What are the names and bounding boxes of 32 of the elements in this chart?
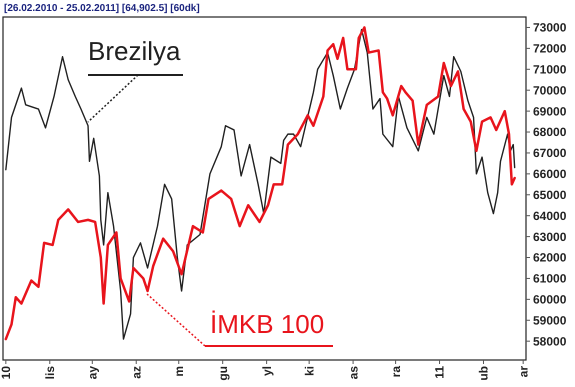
y-tick-label: 58000 — [533, 334, 567, 348]
x-tick-label: ay — [85, 366, 100, 380]
y-tick-label: 61000 — [533, 272, 567, 286]
x-tick-label: ub — [476, 366, 491, 381]
y-tick-label: 71000 — [533, 62, 567, 76]
x-tick-label: yl — [260, 366, 274, 376]
x-tick-label: ki — [302, 366, 316, 376]
x-tick-label: as — [346, 366, 360, 380]
y-tick-label: 68000 — [533, 125, 567, 140]
x-tick-label: ra — [388, 366, 403, 378]
y-tick-label: 60000 — [533, 292, 567, 307]
x-tick-label: ar — [516, 366, 530, 378]
y-tick-label: 62000 — [533, 250, 567, 265]
y-tick-label: 67000 — [533, 146, 567, 160]
series-label: Brezilya — [88, 36, 182, 66]
x-tick-label: 10 — [0, 366, 14, 380]
y-tick-label: 69000 — [533, 104, 567, 118]
y-tick-label: 64000 — [533, 208, 567, 223]
y-tick-label: 70000 — [533, 83, 567, 98]
legend-label: İMKB 100 — [210, 309, 324, 339]
y-tick-label: 59000 — [533, 313, 567, 328]
x-tick-label: az — [129, 366, 144, 379]
chart-title: [26.02.2010 - 25.02.2011] [64,902.5] [60dk] — [4, 3, 200, 14]
y-tick-label: 65000 — [533, 188, 567, 202]
x-tick-label: 11 — [432, 366, 447, 379]
y-tick-label: 66000 — [533, 167, 567, 182]
x-tick-label: lis — [42, 366, 57, 380]
x-tick-label: m — [172, 366, 186, 377]
y-tick-label: 73000 — [533, 20, 567, 35]
y-tick-label: 72000 — [533, 42, 567, 56]
y-tick-label: 63000 — [533, 230, 567, 244]
x-tick-label: gu — [216, 366, 230, 381]
